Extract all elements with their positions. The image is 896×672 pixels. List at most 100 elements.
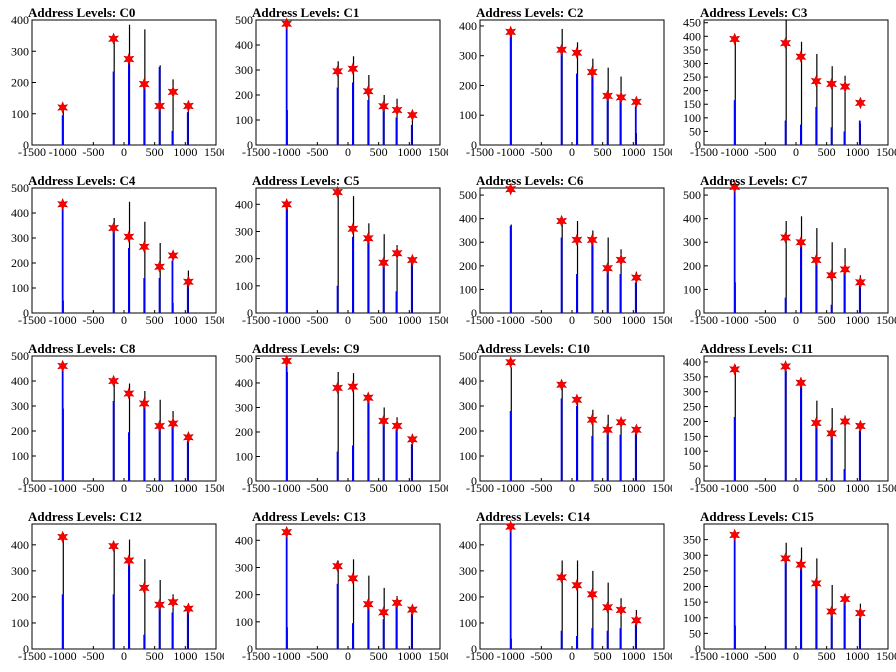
blue-bar <box>843 602 846 649</box>
red-star-marker <box>378 606 390 619</box>
red-star-marker <box>586 588 598 601</box>
y-tick-label: 200 <box>11 76 29 90</box>
red-star-marker <box>123 52 135 66</box>
red-star-marker <box>556 43 568 57</box>
x-tick-label: 0 <box>569 145 575 159</box>
red-star-marker <box>795 235 807 249</box>
red-star-marker <box>332 64 344 78</box>
y-tick-label: 400 <box>683 355 701 369</box>
blue-bar <box>591 73 594 145</box>
x-tick-label: 1500 <box>428 145 448 159</box>
x-tick-label: 1500 <box>652 481 672 495</box>
y-tick-label: 50 <box>689 626 701 640</box>
red-star-marker <box>839 592 851 606</box>
y-tick-label: 500 <box>459 349 477 363</box>
red-star-marker <box>602 601 614 614</box>
black-bar <box>785 221 787 313</box>
chart-title: Address Levels: C10 <box>476 341 590 356</box>
red-star-marker <box>854 606 866 620</box>
y-tick-label: 300 <box>11 564 29 578</box>
red-star-marker <box>138 240 150 254</box>
red-star-marker <box>810 253 822 267</box>
x-tick-label: 500 <box>370 649 388 663</box>
blue-bar <box>606 630 609 649</box>
chart-panel-9: -1500-1000 -500 0 500 1000 1500 0 100 200 300 400 5… <box>224 336 448 504</box>
y-tick-label: 0 <box>23 306 29 320</box>
y-tick-label: 100 <box>235 449 253 463</box>
x-tick-label: -1500 <box>690 145 718 159</box>
blue-bar <box>285 534 288 649</box>
red-star-marker <box>615 415 627 429</box>
black-bar <box>844 75 846 145</box>
chart-panel-3: -1500-1000-50005001000150005010015020025… <box>672 0 896 168</box>
red-star-marker <box>780 552 792 565</box>
red-star-marker <box>571 578 583 592</box>
chart-title: Address Levels: C11 <box>700 341 814 356</box>
y-tick-label: 400 <box>235 38 253 52</box>
blue-bar <box>619 274 622 313</box>
red-star-marker <box>167 417 179 430</box>
chart-svg: -1500-1000 -500 0 500 1000 1500 0 100 200 300 400 5… <box>235 351 448 495</box>
red-star-marker <box>182 602 194 615</box>
blue-bar <box>733 417 736 481</box>
black-bar <box>561 560 563 649</box>
y-tick-label: 0 <box>23 642 29 656</box>
y-tick-label: 400 <box>235 533 253 547</box>
x-tick-label: -500 <box>306 481 328 495</box>
x-tick-label: 0 <box>569 481 575 495</box>
blue-bar <box>410 613 413 649</box>
red-star-marker <box>123 387 135 400</box>
red-star-marker <box>586 65 598 79</box>
y-tick-label: 100 <box>683 111 701 125</box>
y-tick-label: 300 <box>459 399 477 413</box>
red-star-marker <box>810 74 822 88</box>
x-tick-label: -1500 <box>242 649 270 663</box>
x-tick-label: -500 <box>754 313 776 327</box>
blue-bar <box>843 131 846 145</box>
chart-svg: -1500-1000 -500 0 500 1000 1500 0 100 200 300 400 5… <box>683 180 896 327</box>
blue-bar <box>560 46 563 145</box>
x-tick-label: 500 <box>370 145 388 159</box>
black-bar <box>144 221 146 313</box>
blue-bar <box>843 469 846 481</box>
y-tick-label: 200 <box>235 252 253 266</box>
blue-bar <box>815 262 818 313</box>
red-star-marker <box>362 391 374 404</box>
blue-bar <box>800 567 802 649</box>
blue-bar <box>352 236 354 313</box>
y-tick-label: 100 <box>235 279 253 293</box>
black-bar <box>844 415 846 481</box>
x-tick-label: 1000 <box>173 481 197 495</box>
red-star-marker <box>729 528 741 542</box>
red-star-marker <box>729 32 741 46</box>
red-star-marker <box>826 605 838 618</box>
y-tick-label: 200 <box>459 259 477 273</box>
red-star-marker <box>281 525 293 539</box>
blue-bar <box>186 609 189 649</box>
y-tick-label: 0 <box>247 474 253 488</box>
y-tick-label: 200 <box>235 425 253 439</box>
x-tick-label: 500 <box>146 313 164 327</box>
red-star-marker <box>780 231 792 244</box>
red-star-marker <box>332 559 344 573</box>
black-bar <box>62 533 64 649</box>
x-tick-label: -500 <box>530 649 552 663</box>
red-star-marker <box>138 77 150 91</box>
x-tick-label: -1500 <box>242 313 270 327</box>
y-tick-label: 0 <box>695 474 701 488</box>
red-star-marker <box>154 598 166 612</box>
y-tick-label: 200 <box>459 590 477 604</box>
y-tick-label: 250 <box>683 400 701 414</box>
y-tick-label: 400 <box>459 212 477 226</box>
y-tick-label: 100 <box>683 282 701 296</box>
blue-bar <box>410 261 413 313</box>
red-star-marker <box>281 197 293 211</box>
red-star-marker <box>182 99 194 113</box>
blue-bar <box>395 291 398 313</box>
y-tick-label: 0 <box>695 642 701 656</box>
black-bar <box>800 41 803 145</box>
x-tick-label: -1000 <box>721 481 749 495</box>
blue-bar <box>285 363 288 481</box>
y-tick-label: 500 <box>235 13 253 27</box>
y-tick-label: 250 <box>683 564 701 578</box>
